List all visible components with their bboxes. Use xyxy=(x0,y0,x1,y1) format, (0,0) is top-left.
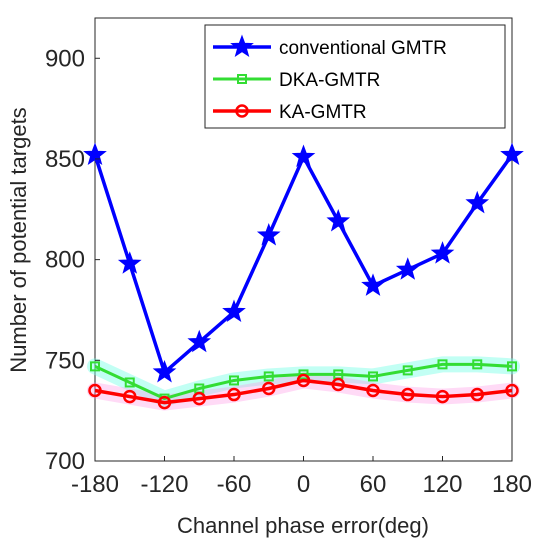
x-tick-label: 0 xyxy=(297,471,310,498)
data-point xyxy=(296,373,311,388)
data-point xyxy=(263,371,274,382)
data-point xyxy=(187,329,212,353)
y-tick-label: 800 xyxy=(45,247,85,274)
series-layer xyxy=(83,142,524,410)
legend-marker xyxy=(230,34,254,58)
x-tick-label: 180 xyxy=(492,471,532,498)
legend-label: DKA-GMTR xyxy=(279,70,380,91)
data-point xyxy=(326,208,351,232)
data-point xyxy=(152,359,177,383)
data-point xyxy=(472,359,483,370)
data-point xyxy=(256,223,281,246)
legend-marker xyxy=(235,104,249,118)
series-1 xyxy=(83,142,524,383)
x-tick-label: -60 xyxy=(217,471,252,498)
data-point xyxy=(366,383,380,398)
x-axis-label: Channel phase error(deg) xyxy=(177,513,429,538)
data-point xyxy=(90,361,100,372)
data-point xyxy=(331,377,345,392)
x-tick-label: -180 xyxy=(71,471,119,498)
data-point xyxy=(157,395,172,410)
data-point xyxy=(227,387,241,402)
series-3 xyxy=(88,373,519,410)
data-point xyxy=(465,190,490,214)
legend: conventional GMTR DKA-GMTR KA-GMTR xyxy=(204,24,506,129)
data-point xyxy=(435,389,450,404)
data-point xyxy=(298,369,309,380)
data-point xyxy=(123,389,137,404)
data-point xyxy=(401,387,415,402)
data-point xyxy=(222,299,246,323)
x-axis: -180 -120 -60 0 60 120 180 xyxy=(71,456,532,498)
y-tick-label: 850 xyxy=(45,146,85,173)
y-axis-label: Number of potential targets xyxy=(6,107,31,372)
y-tick-label: 700 xyxy=(45,448,85,475)
legend-label: KA-GMTR xyxy=(279,102,367,123)
data-point xyxy=(117,251,142,274)
y-axis: 700 750 800 850 900 xyxy=(45,45,100,475)
data-point xyxy=(83,142,107,165)
data-point xyxy=(395,257,420,280)
x-tick-label: -120 xyxy=(140,471,188,498)
data-point xyxy=(470,387,484,402)
data-point xyxy=(437,359,448,370)
data-point xyxy=(402,365,413,376)
data-point xyxy=(192,391,206,406)
series-line xyxy=(94,378,513,405)
data-point xyxy=(500,142,524,165)
x-tick-label: 60 xyxy=(360,471,387,498)
legend-marker xyxy=(237,74,247,84)
data-point xyxy=(88,383,102,398)
y-tick-label: 900 xyxy=(45,45,85,72)
data-point xyxy=(507,361,517,372)
data-point xyxy=(291,144,316,168)
y-tick-label: 750 xyxy=(45,347,85,374)
legend-label: conventional GMTR xyxy=(279,38,447,59)
data-point xyxy=(430,241,455,264)
x-tick-label: 120 xyxy=(422,471,462,498)
data-point xyxy=(262,381,276,396)
data-point xyxy=(229,375,239,386)
data-point xyxy=(124,377,135,388)
data-point xyxy=(505,383,519,398)
data-point xyxy=(361,273,385,296)
data-point xyxy=(368,371,378,382)
